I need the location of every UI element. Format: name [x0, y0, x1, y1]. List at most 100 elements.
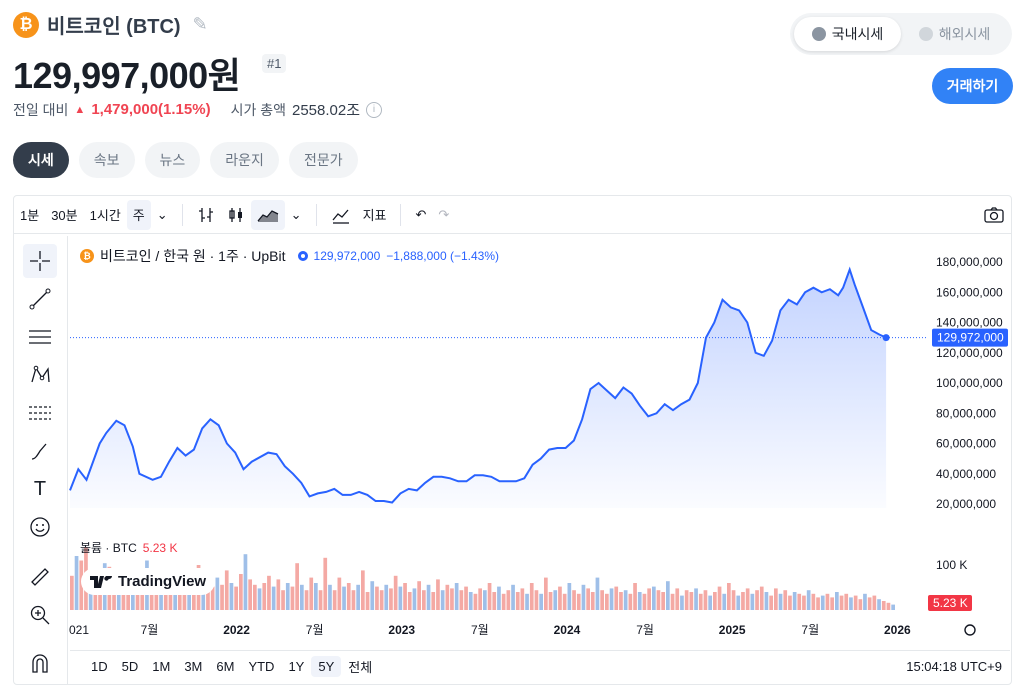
volume-bar: [778, 593, 783, 610]
volume-bar: [806, 590, 811, 610]
volume-bar: [262, 583, 267, 610]
tradingview-logo[interactable]: TradingView: [82, 569, 215, 594]
legend-symbol[interactable]: 비트코인 / 한국 원 · 1주 · UpBit: [100, 248, 286, 264]
indicators-icon[interactable]: [325, 200, 357, 230]
info-icon[interactable]: i: [366, 101, 383, 118]
brush-icon[interactable]: [23, 434, 57, 468]
range-ytd[interactable]: YTD: [248, 659, 275, 674]
volume-bar: [562, 593, 567, 610]
volume-bar: [384, 584, 389, 610]
volume-bar: [159, 586, 163, 610]
last-price-label: 129,972,000: [937, 331, 1004, 345]
magnet-icon[interactable]: [23, 646, 57, 680]
volume-bar: [473, 593, 478, 610]
volume-bar: [257, 588, 262, 610]
volume-bar: [323, 557, 328, 610]
volume-bar: [853, 595, 858, 610]
bar-chart-icon[interactable]: [191, 200, 221, 230]
interval-30m[interactable]: 30분: [51, 208, 78, 223]
price-line: [69, 266, 887, 504]
tab-lounge[interactable]: 라운지: [210, 142, 279, 178]
interval-week[interactable]: 주: [126, 199, 151, 230]
camera-icon[interactable]: [977, 200, 1011, 230]
tab-news[interactable]: 뉴스: [144, 142, 201, 178]
range-all[interactable]: 전체: [348, 660, 373, 675]
volume-bar: [450, 588, 454, 610]
coin-title: 비트코인 (BTC): [47, 16, 181, 38]
overseas-price-button[interactable]: 해외시세: [901, 17, 1008, 51]
volume-bar: [788, 595, 792, 610]
range-5y[interactable]: 5Y: [311, 656, 342, 677]
pencil-icon[interactable]: ✎: [192, 14, 208, 34]
undo-icon[interactable]: ↶: [415, 206, 427, 222]
text-tool-icon[interactable]: T: [33, 477, 47, 500]
range-5d[interactable]: 5D: [121, 659, 139, 674]
mcap-label: 시가 총액: [230, 101, 286, 118]
range-1m[interactable]: 1M: [152, 659, 171, 674]
ruler-icon[interactable]: [23, 560, 57, 594]
volume-bar: [759, 586, 764, 610]
range-bar: 1D 5D 1M 3M 6M YTD 1Y 5Y 전체 15:04:18 UTC…: [70, 650, 1010, 682]
y-tick-label: 60,000,000: [936, 437, 996, 451]
volume-bar: [600, 590, 604, 610]
indicators-button[interactable]: 지표: [362, 208, 387, 223]
range-3m[interactable]: 3M: [184, 659, 203, 674]
volume-bar: [741, 592, 745, 610]
volume-bar: [149, 583, 154, 610]
volume-bar: [750, 593, 755, 610]
volume-bar: [177, 584, 182, 610]
pattern-icon[interactable]: [23, 358, 57, 392]
range-1d[interactable]: 1D: [91, 659, 108, 674]
crosshair-icon[interactable]: [23, 244, 57, 278]
volume-bar: [849, 597, 853, 610]
trade-button[interactable]: 거래하기: [932, 68, 1013, 104]
volume-bar: [797, 593, 802, 610]
volume-bar: [375, 586, 379, 610]
volume-bar: [271, 586, 276, 610]
volume-bar: [290, 586, 295, 610]
volume-bar: [548, 592, 553, 610]
volume-bar: [501, 593, 506, 610]
volume-bar: [468, 592, 473, 610]
x-tick-label: 7월: [636, 623, 654, 637]
volume-bar: [515, 592, 520, 610]
candlestick-icon[interactable]: [221, 200, 251, 230]
volume-bar: [356, 584, 360, 610]
domestic-price-button[interactable]: 국내시세: [794, 17, 901, 51]
bitcoin-logo-icon: ₿: [80, 249, 94, 263]
price-change-line: 전일 대비 ▲ 1,479,000(1.15%) 시가 총액 2558.02조 …: [13, 99, 383, 120]
tab-price[interactable]: 시세: [13, 142, 69, 178]
zoom-in-icon[interactable]: [23, 598, 57, 632]
chevron-down-icon[interactable]: ⌄: [290, 206, 302, 222]
volume-bar: [656, 590, 661, 610]
parallel-lines-icon[interactable]: [23, 320, 57, 354]
tab-breaking[interactable]: 속보: [78, 142, 135, 178]
volume-legend: 볼륨 · BTC 5.23 K: [80, 539, 177, 556]
area-chart-icon[interactable]: [250, 199, 285, 230]
volume-bar: [769, 595, 773, 610]
volume-bar: [830, 597, 834, 610]
content-tabs: 시세 속보 뉴스 라운지 전문가: [13, 142, 358, 178]
trendline-icon[interactable]: [23, 282, 57, 316]
x-tick-label: 7월: [141, 623, 159, 637]
chevron-down-icon[interactable]: ⌄: [156, 206, 168, 222]
interval-1h[interactable]: 1시간: [89, 208, 121, 223]
price-chart[interactable]: 20,000,000 40,000,000 60,000,000 80,000,000…: [14, 236, 1011, 646]
volume-bar: [839, 595, 844, 610]
volume-value: 5.23 K: [142, 541, 178, 555]
volume-bar: [318, 590, 323, 610]
volume-bar: [445, 584, 450, 610]
volume-bar: [576, 593, 581, 610]
y-tick-label: 140,000,000: [936, 316, 1003, 330]
range-1y[interactable]: 1Y: [288, 659, 305, 674]
volume-bar: [454, 583, 459, 610]
volume-bar: [389, 588, 393, 610]
tab-expert[interactable]: 전문가: [288, 142, 358, 178]
redo-icon[interactable]: ↷: [438, 206, 450, 222]
volume-bar: [459, 590, 464, 610]
emoji-icon[interactable]: [23, 510, 57, 544]
fib-retracement-icon[interactable]: [23, 396, 57, 430]
volume-bar: [605, 593, 609, 610]
range-6m[interactable]: 6M: [216, 659, 235, 674]
interval-1m[interactable]: 1분: [20, 208, 40, 223]
